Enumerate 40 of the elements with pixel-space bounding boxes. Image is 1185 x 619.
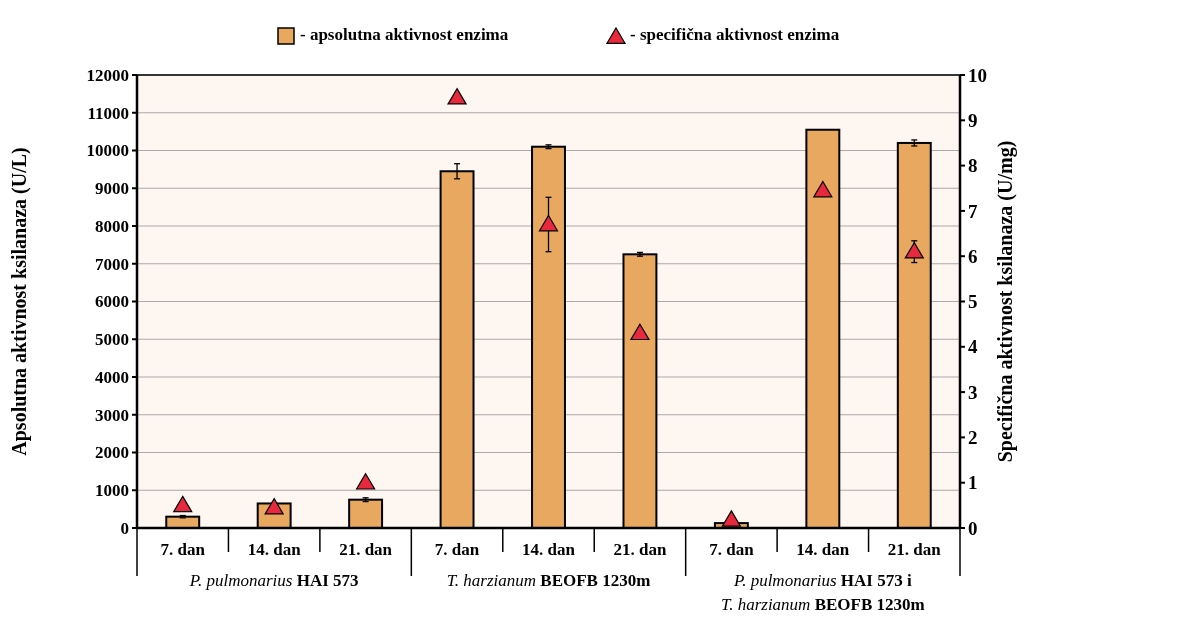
y-tick-label: 6000 xyxy=(95,292,129,312)
legend-label: - specifična aktivnost enzima xyxy=(630,25,840,44)
y-tick-label: 3000 xyxy=(95,405,129,425)
y2-tick-label: 0 xyxy=(968,517,978,539)
y-tick-label: 1000 xyxy=(95,481,129,501)
x-tick-label: 21. dan xyxy=(339,540,393,559)
y-tick-label: 12000 xyxy=(86,65,129,85)
text: P. pulmonarius HAI 573 i T. harzianum BEOFB 1230m xyxy=(720,571,925,614)
legend-label: - apsolutna aktivnost enzima xyxy=(300,25,509,44)
y-tick-label: 0 xyxy=(120,518,129,538)
y-tick-label: 4000 xyxy=(95,367,129,387)
x-tick-label: 14. dan xyxy=(796,540,850,559)
y2-tick-label: 2 xyxy=(968,427,978,449)
y2-tick-label: 9 xyxy=(968,109,978,131)
x-tick-label: 7. dan xyxy=(160,540,206,559)
y2-tick-label: 5 xyxy=(968,291,978,313)
y2-tick-label: 3 xyxy=(968,381,978,403)
x-tick-label: 14. dan xyxy=(522,540,576,559)
y2-axis-title: Specifična aktivnost ksilanaza (U/mg) xyxy=(994,140,1017,463)
x-tick-label: 7. dan xyxy=(434,540,480,559)
x-tick-label: 21. dan xyxy=(613,540,667,559)
y-tick-label: 11000 xyxy=(87,103,129,123)
y2-tick-label: 10 xyxy=(968,64,987,86)
text: T. harzianum BEOFB 1230m xyxy=(446,571,651,590)
y2-tick-label: 8 xyxy=(968,155,978,177)
x-tick-label: 21. dan xyxy=(887,540,942,559)
y2-tick-label: 1 xyxy=(968,472,978,494)
y-tick-label: 7000 xyxy=(95,254,129,274)
text: P. pulmonarius HAI 573 xyxy=(188,571,359,590)
y-tick-label: 8000 xyxy=(95,216,129,236)
y-tick-label: 10000 xyxy=(86,141,129,161)
x-tick-label: 14. dan xyxy=(247,540,302,559)
y2-tick-label: 6 xyxy=(968,245,978,267)
y2-tick-label: 7 xyxy=(968,200,978,222)
y-tick-label: 9000 xyxy=(95,179,129,199)
y-tick-label: 5000 xyxy=(95,330,129,350)
y-axis-title: Apsolutna aktivnost ksilanaza (U/L) xyxy=(8,147,31,456)
x-tick-label: 7. dan xyxy=(709,540,755,559)
y-tick-label: 2000 xyxy=(95,443,129,463)
y2-tick-label: 4 xyxy=(968,336,978,358)
